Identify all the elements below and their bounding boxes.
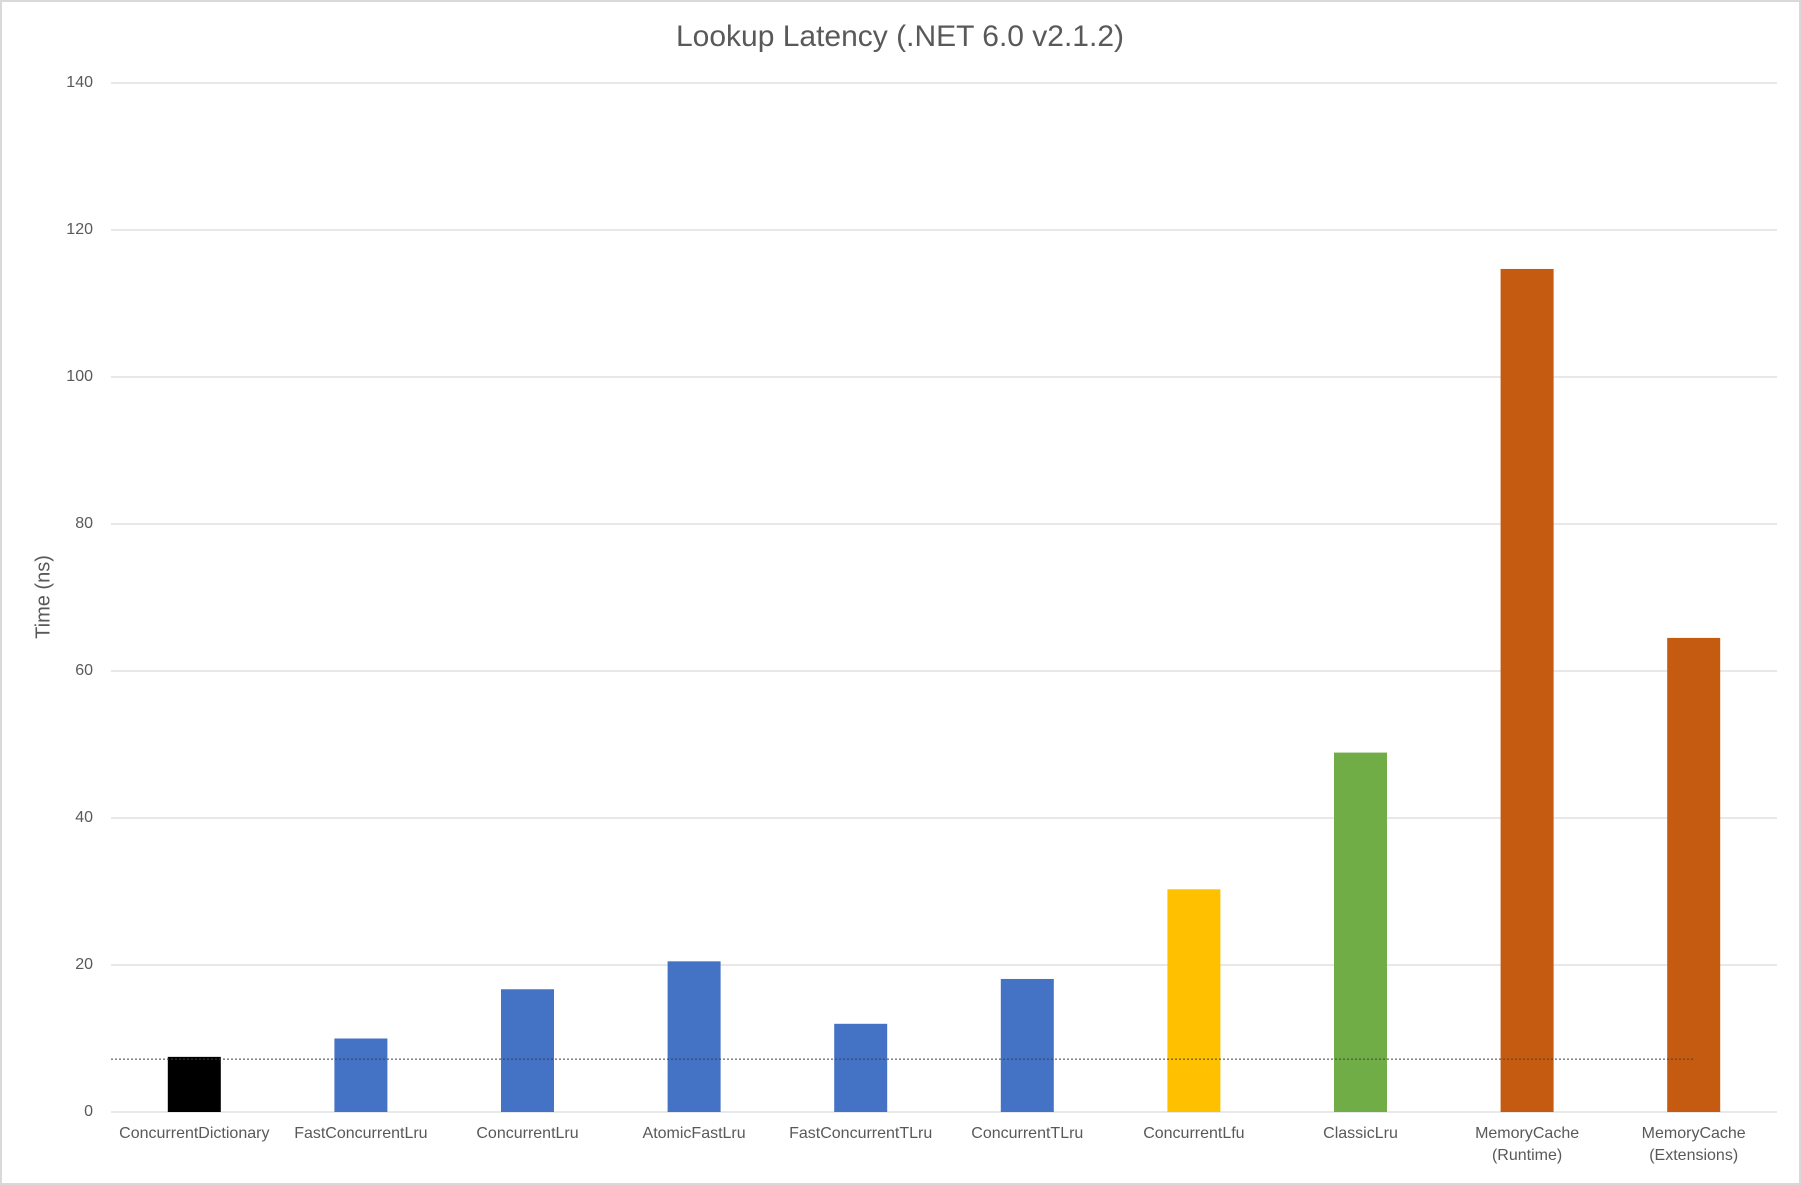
x-tick-label: ConcurrentLru [476, 1125, 579, 1142]
y-tick-label: 120 [66, 221, 93, 238]
bar [501, 989, 554, 1112]
y-tick-label: 20 [75, 956, 93, 973]
y-axis-label: Time (ns) [32, 555, 54, 639]
x-tick-label: ClassicLru [1323, 1125, 1398, 1142]
y-tick-label: 100 [66, 368, 93, 385]
x-tick-label: FastConcurrentLru [294, 1125, 428, 1142]
bar [667, 961, 721, 1112]
y-tick-label: 140 [66, 74, 93, 91]
x-tick-label: ConcurrentDictionary [119, 1125, 270, 1142]
bar [334, 1038, 388, 1112]
x-tick-label: AtomicFastLru [642, 1125, 746, 1142]
bar [1667, 637, 1721, 1112]
x-tick-label: MemoryCache (Extensions) [1641, 1125, 1746, 1164]
x-tick-label: FastConcurrentTLru [789, 1125, 933, 1142]
bar [1000, 978, 1054, 1112]
bar [834, 1023, 888, 1112]
y-tick-label: 40 [75, 809, 93, 826]
y-tick-label: 0 [84, 1103, 93, 1120]
y-tick-label: 80 [75, 515, 93, 532]
bar [1500, 268, 1554, 1113]
bar [1334, 752, 1387, 1112]
chart-title: Lookup Latency (.NET 6.0 v2.1.2) [676, 20, 1124, 53]
x-tick-label: ConcurrentTLru [971, 1125, 1084, 1142]
y-tick-label: 60 [75, 662, 93, 679]
bar [167, 1056, 221, 1112]
x-tick-label: ConcurrentLfu [1143, 1125, 1245, 1142]
x-tick-label: MemoryCache (Runtime) [1475, 1125, 1580, 1164]
bar [1167, 889, 1221, 1112]
